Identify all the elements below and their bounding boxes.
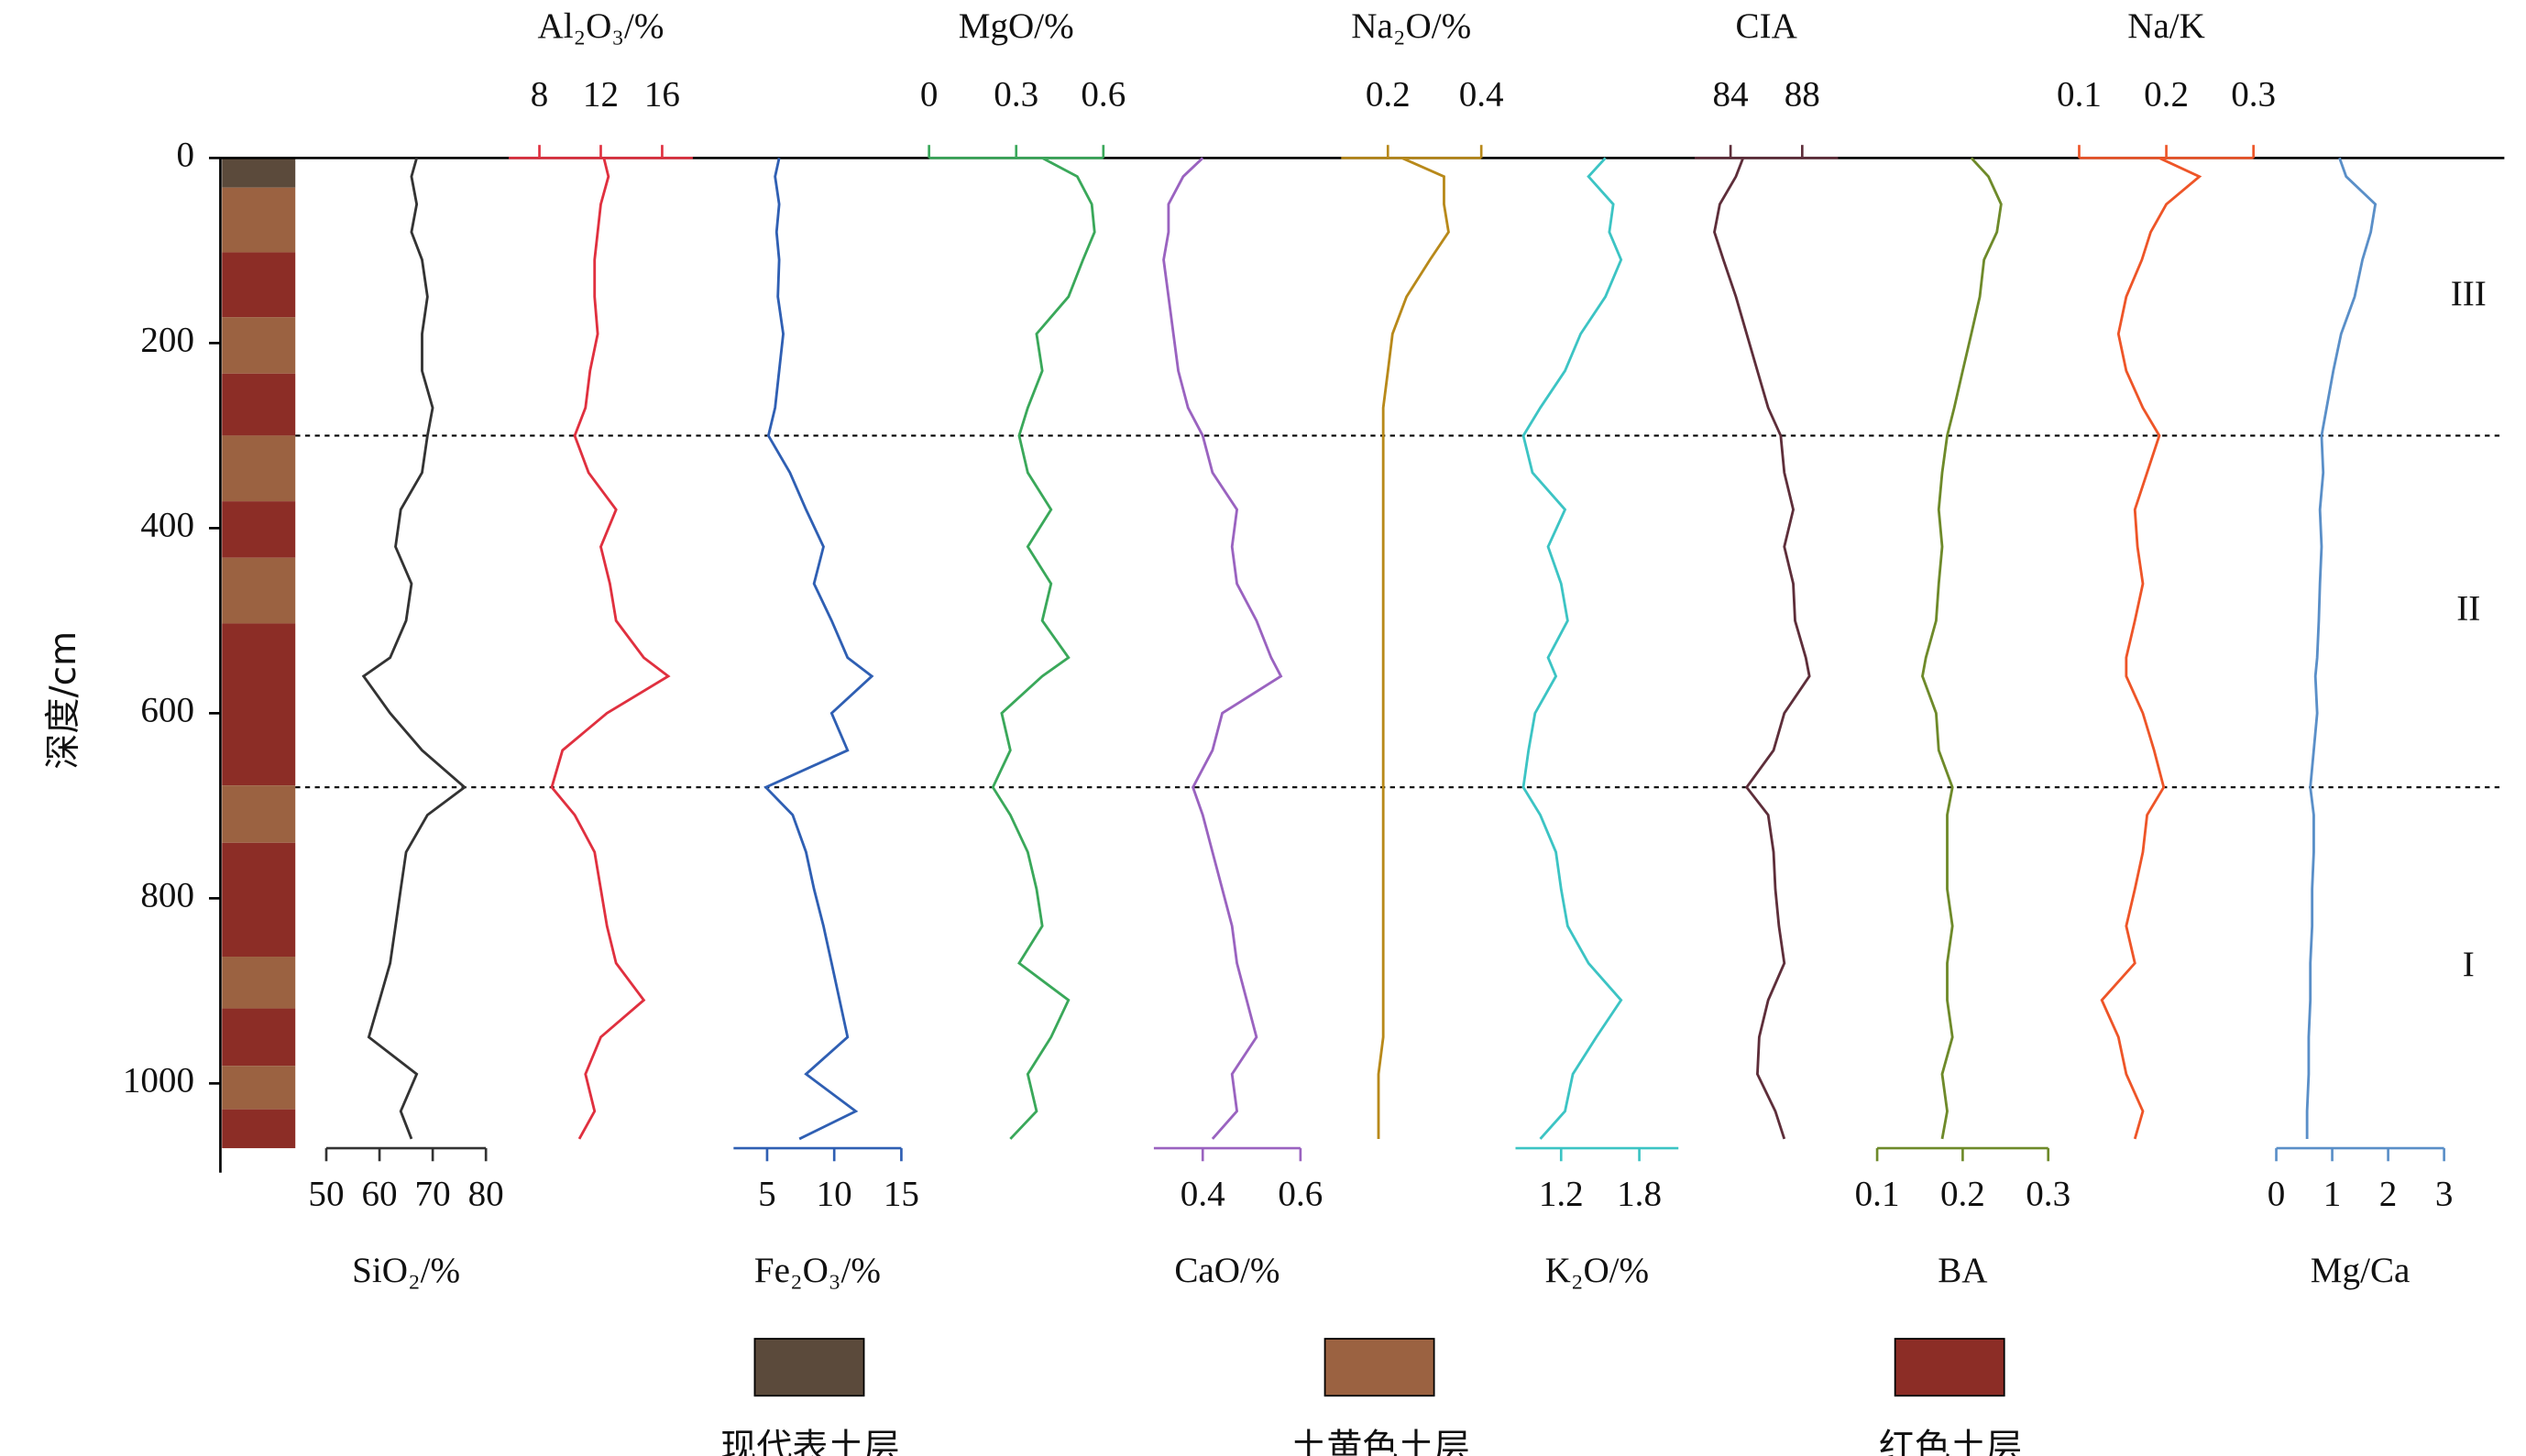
x-tick-label: 0.2 <box>2144 75 2189 115</box>
legend-swatch <box>753 1338 865 1397</box>
profile-line <box>1521 157 1623 1140</box>
x-tick-label: 0.2 <box>1366 75 1411 115</box>
axis-name: CIA <box>1736 6 1797 46</box>
profile-line <box>763 158 874 1141</box>
soil-layer <box>222 1109 296 1149</box>
x-tick-label: 1.8 <box>1617 1174 1662 1213</box>
x-tick-label: 8 <box>531 75 549 115</box>
x-tick-label: 80 <box>468 1174 504 1213</box>
soil-layer <box>222 785 296 843</box>
soil-layer <box>222 187 296 253</box>
y-tick-label: 600 <box>140 690 194 729</box>
x-tick-label: 1 <box>2323 1174 2342 1213</box>
profile-line <box>1377 157 1450 1139</box>
x-tick-label: 2 <box>2379 1174 2398 1213</box>
profile-line <box>1162 157 1283 1140</box>
y-tick-label: 0 <box>176 135 194 174</box>
profile-line <box>2100 157 2202 1140</box>
soil-layer <box>222 1008 296 1067</box>
x-tick-label: 60 <box>362 1174 398 1213</box>
profile-line <box>2305 157 2378 1139</box>
soil-layer <box>222 501 296 558</box>
y-tick-label: 400 <box>140 505 194 544</box>
y-tick-label: 800 <box>140 875 194 914</box>
soil-layer <box>222 557 296 624</box>
legend-label: 红色土层 <box>1879 1427 2022 1456</box>
x-tick-label: 0.6 <box>1081 75 1126 115</box>
zone-label: II <box>2456 588 2480 628</box>
x-tick-label: 0.1 <box>1855 1174 1900 1213</box>
x-tick-label: 0.4 <box>1459 75 1504 115</box>
x-tick-label: 0.6 <box>1278 1174 1323 1213</box>
y-tick-label: 200 <box>140 320 194 359</box>
axis-name: Na/K <box>2127 6 2205 46</box>
soil-layer <box>222 435 296 502</box>
x-tick-label: 0.2 <box>1940 1174 1985 1213</box>
zone-label: I <box>2463 945 2475 984</box>
x-tick-label: 10 <box>817 1174 852 1213</box>
soil-layer <box>222 957 296 1009</box>
axis-name: K₂O/% <box>1545 1251 1650 1290</box>
axis-name: MgO/% <box>959 6 1074 46</box>
soil-layer <box>222 373 296 436</box>
x-tick-label: 50 <box>308 1174 344 1213</box>
x-tick-label: 16 <box>644 75 680 115</box>
axis-name: BA <box>1938 1251 1987 1290</box>
x-tick-label: 0.3 <box>2026 1174 2070 1213</box>
x-tick-label: 12 <box>583 75 619 115</box>
soil-layer <box>222 158 296 188</box>
legend-label: 现代表土层 <box>720 1427 899 1456</box>
soil-layer <box>222 317 296 374</box>
legend-swatch <box>1894 1338 2005 1397</box>
x-tick-label: 0.1 <box>2057 75 2102 115</box>
soil-layer <box>222 252 296 318</box>
axis-name: Na₂O/% <box>1351 6 1471 46</box>
x-tick-label: 84 <box>1713 75 1749 115</box>
x-tick-label: 0.3 <box>994 75 1038 115</box>
soil-layer <box>222 842 296 958</box>
axis-name: CaO/% <box>1174 1251 1279 1290</box>
x-tick-label: 0.3 <box>2231 75 2276 115</box>
profile-line <box>361 158 467 1140</box>
x-tick-label: 0.4 <box>1181 1174 1225 1213</box>
profile-line <box>1921 157 2003 1140</box>
axis-name: Mg/Ca <box>2311 1251 2411 1290</box>
x-tick-label: 5 <box>758 1174 776 1213</box>
x-tick-label: 1.2 <box>1539 1174 1584 1213</box>
axis-name: Al₂O₃/% <box>537 6 664 46</box>
x-tick-label: 70 <box>415 1174 451 1213</box>
soil-layer <box>222 623 296 786</box>
profile-line <box>991 157 1096 1140</box>
x-tick-label: 15 <box>884 1174 919 1213</box>
y-axis-label: 深度/cm <box>43 631 84 770</box>
legend-swatch <box>1323 1338 1435 1397</box>
x-tick-label: 3 <box>2435 1174 2454 1213</box>
axis-name: Fe₂O₃/% <box>754 1251 881 1290</box>
legend-label: 土黄色土层 <box>1290 1427 1469 1456</box>
soil-layer <box>222 1066 296 1110</box>
axis-name: SiO₂/% <box>352 1251 460 1290</box>
x-tick-label: 0 <box>2268 1174 2286 1213</box>
profile-line <box>550 158 671 1140</box>
zone-label: III <box>2451 274 2487 313</box>
x-tick-label: 88 <box>1785 75 1820 115</box>
y-tick-label: 1000 <box>123 1060 194 1100</box>
x-tick-label: 0 <box>920 75 939 115</box>
profile-line <box>1713 157 1811 1140</box>
